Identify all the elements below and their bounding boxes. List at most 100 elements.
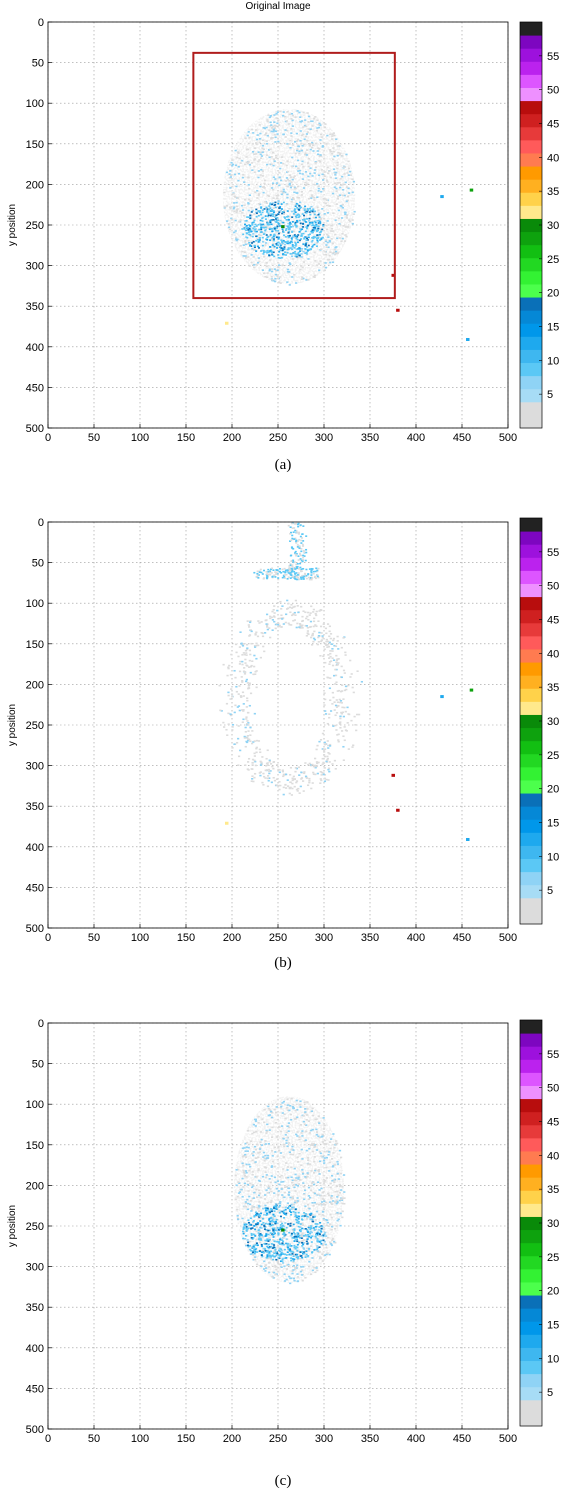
heatmap-cell [272,239,275,242]
heatmap-cell [315,224,318,227]
heatmap-cell [257,1238,260,1240]
heatmap-cell [323,774,327,776]
heatmap-cell [318,1160,322,1163]
heatmap-cell [259,771,262,773]
heatmap-cell [257,194,260,197]
heatmap-cell [302,549,305,552]
heatmap-cell [281,1252,284,1255]
heatmap-cell [330,1216,333,1219]
heatmap-cell [260,761,263,764]
heatmap-cell [313,1229,316,1231]
heatmap-cell [328,254,331,257]
heatmap-cell [251,778,254,780]
heatmap-cell [282,1233,285,1235]
heatmap-cell [273,1233,276,1236]
heatmap-cell [322,773,325,776]
heatmap-cell [273,1227,276,1230]
heatmap-cell [296,206,299,209]
heatmap-cell [325,246,328,249]
heatmap-cell [252,1220,255,1222]
heatmap-cell [252,229,255,232]
heatmap-cell [275,230,278,233]
heatmap-cell [325,1235,328,1237]
heatmap-cell [252,1237,255,1239]
heatmap-cell [238,157,241,160]
heatmap-cell [337,689,341,692]
heatmap-cell [309,213,312,216]
heatmap-cell [271,1254,274,1257]
heatmap-cell [301,576,304,578]
heatmap-cell [290,624,293,626]
heatmap-cell [277,768,280,771]
heatmap-cell [322,1235,325,1238]
heatmap-cell [305,777,309,779]
heatmap-cell [266,210,269,212]
heatmap-cell [342,225,345,227]
heatmap-cell [249,235,252,238]
heatmap-cell [312,625,315,628]
heatmap-cell [273,129,276,132]
heatmap-cell [281,1260,284,1262]
heatmap-cell [268,770,271,773]
heatmap-cell [337,195,340,198]
heatmap-cell [278,1149,281,1152]
heatmap-cell [291,1197,294,1200]
heatmap-cell [308,221,311,224]
heatmap-cell [296,1240,299,1243]
heatmap-cell [258,1235,261,1238]
heatmap-cell [296,1264,299,1267]
heatmap-cell [316,573,319,576]
heatmap-cell [246,1244,249,1247]
heatmap-cell [323,1157,326,1159]
heatmap-cell [231,724,235,726]
panel-a-title: Original Image [245,1,310,12]
heatmap-cell [281,242,284,245]
heatmap-cell [304,184,308,186]
heatmap-cell [291,569,294,572]
heatmap-cell [340,730,344,732]
heatmap-cell [299,222,302,225]
heatmap-cell [276,1226,279,1229]
heatmap-cell [261,1118,264,1120]
heatmap-cell [321,635,324,637]
heatmap-cell [253,158,257,160]
heatmap-cell [339,690,343,693]
heatmap-cell [328,713,331,715]
heatmap-cell [281,264,284,266]
heatmap-cell [329,1196,333,1199]
heatmap-cell [253,1191,256,1194]
heatmap-cell [272,569,275,571]
heatmap-cell [294,1117,298,1120]
heatmap-cell [252,741,255,743]
heatmap-cell [258,124,261,126]
heatmap-cell [336,1201,339,1204]
heatmap-cell [308,762,311,765]
heatmap-cell [321,636,324,639]
heatmap-cell [313,1144,316,1146]
colorbar-tick-label: 15 [547,818,559,830]
heatmap-cell [263,1224,266,1227]
heatmap-cell [265,238,268,241]
heatmap-cell [300,134,304,137]
heatmap-cell [283,1113,286,1116]
heatmap-cell [272,1220,275,1223]
heatmap-cell [253,1243,256,1246]
heatmap-cell [308,1260,311,1263]
heatmap-cell [312,620,316,623]
heatmap-cell [245,1171,248,1174]
heatmap-cell [291,1196,294,1198]
heatmap-cell [320,169,323,171]
heatmap-cell [299,206,302,209]
heatmap-cell [323,1124,326,1127]
heatmap-cell [257,151,260,153]
heatmap-cell [265,140,268,143]
heatmap-cell [293,1232,296,1235]
heatmap-cell [249,1199,252,1202]
heatmap-cell [319,155,323,157]
heatmap-cell [328,1161,331,1164]
heatmap-cell [242,244,245,246]
heatmap-cell [307,1195,310,1197]
heatmap-cell [266,628,269,631]
heatmap-cell [286,270,290,273]
heatmap-cell [257,1121,260,1124]
